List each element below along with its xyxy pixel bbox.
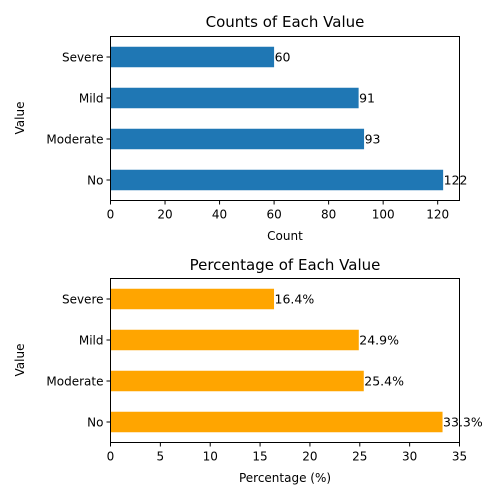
- counts-ytick-label-no: No: [87, 174, 103, 188]
- counts-xtick-label-100: 100: [372, 208, 395, 222]
- percentage-ytick-label-no: No: [87, 416, 103, 430]
- percentage-xtick-label-5: 5: [157, 450, 165, 464]
- percentage-chart-title: Percentage of Each Value: [190, 256, 381, 274]
- percentage-ytick-label-moderate: Moderate: [46, 375, 103, 389]
- percentage-ytick-label-mild: Mild: [79, 334, 104, 348]
- percentage-chart-ylabel: Value: [13, 344, 27, 377]
- counts-data-label-moderate: 93: [365, 132, 381, 147]
- percentage-ytick-label-severe: Severe: [62, 293, 104, 307]
- percentage-chart: Percentage of Each Value Percentage (%) …: [13, 256, 483, 485]
- percentage-chart-xlabel: Percentage (%): [239, 471, 331, 485]
- counts-bar-moderate: [110, 128, 365, 150]
- percentage-data-label-moderate: 25.4%: [364, 374, 404, 389]
- percentage-bar-severe: [110, 288, 275, 310]
- percentage-chart-frame: [110, 278, 460, 443]
- percentage-xtick-label-15: 15: [252, 450, 267, 464]
- counts-chart-ticks: No Moderate Mild Severe 0 20 40 60 80 100 120: [46, 51, 449, 222]
- percentage-bar-mild: [110, 329, 359, 351]
- percentage-chart-bars: 33.3% 25.4% 24.9% 16.4%: [110, 288, 483, 433]
- percentage-xtick-label-30: 30: [402, 450, 417, 464]
- counts-xtick-label-80: 80: [321, 208, 336, 222]
- counts-chart-frame: [110, 36, 460, 201]
- counts-data-label-mild: 91: [359, 91, 375, 106]
- counts-bar-mild: [110, 87, 359, 109]
- percentage-bar-moderate: [110, 370, 364, 392]
- counts-data-label-no: 122: [444, 173, 468, 188]
- counts-ytick-label-mild: Mild: [79, 92, 104, 106]
- percentage-xtick-label-25: 25: [352, 450, 367, 464]
- counts-chart: Counts of Each Value Count Value 122 93 91…: [13, 13, 468, 243]
- counts-chart-xlabel: Count: [267, 229, 303, 243]
- percentage-data-label-severe: 16.4%: [275, 292, 315, 307]
- counts-xtick-label-0: 0: [107, 208, 115, 222]
- counts-bar-severe: [110, 46, 275, 68]
- percentage-chart-ticks: No Moderate Mild Severe 0 5 10 15 20 25 30 35: [46, 293, 467, 464]
- counts-chart-ylabel: Value: [13, 102, 27, 135]
- counts-xtick-label-60: 60: [266, 208, 281, 222]
- counts-bar-no: [110, 169, 444, 191]
- percentage-xtick-label-10: 10: [203, 450, 218, 464]
- percentage-xtick-label-20: 20: [302, 450, 317, 464]
- counts-ytick-label-moderate: Moderate: [46, 133, 103, 147]
- counts-chart-bars: 122 93 91 60: [110, 46, 468, 191]
- counts-data-label-severe: 60: [275, 50, 291, 65]
- percentage-bar-no: [110, 411, 443, 433]
- counts-xtick-label-40: 40: [212, 208, 227, 222]
- percentage-data-label-mild: 24.9%: [359, 333, 399, 348]
- counts-xtick-label-120: 120: [426, 208, 449, 222]
- percentage-xtick-label-35: 35: [452, 450, 467, 464]
- counts-ytick-label-severe: Severe: [62, 51, 104, 65]
- percentage-data-label-no: 33.3%: [443, 415, 483, 430]
- counts-chart-title: Counts of Each Value: [206, 13, 365, 31]
- counts-xtick-label-20: 20: [157, 208, 172, 222]
- percentage-xtick-label-0: 0: [107, 450, 115, 464]
